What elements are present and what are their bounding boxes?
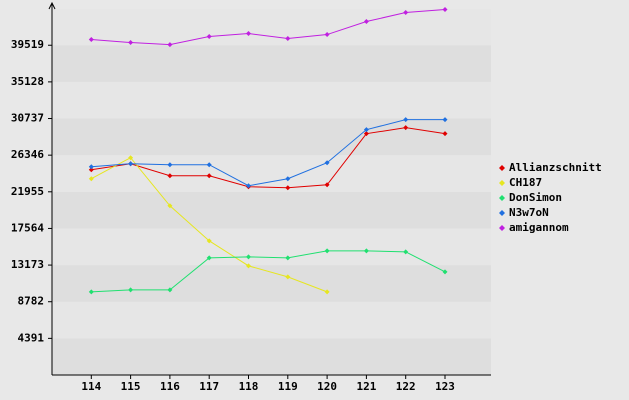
band [52,155,491,192]
x-tick-label: 122 [396,380,416,393]
point [285,36,291,42]
point [324,32,330,38]
series-line [91,9,446,46]
point [285,274,291,280]
x-tick-label: 114 [81,380,101,393]
y-arrow [48,1,56,10]
point [403,117,409,123]
point [167,203,173,209]
point [285,176,291,182]
series-line [91,119,445,187]
legend-marker [499,195,505,201]
point [363,248,369,254]
legend-marker [499,165,505,171]
point [88,37,94,43]
x-tick-label: 117 [199,380,219,393]
point [167,173,173,179]
legend-marker [499,225,505,231]
point [246,31,251,37]
legend-label: Allianzschnitt [509,161,602,174]
y-tick-label: 4391 [18,331,45,344]
x-tick-label: 120 [317,380,337,393]
point [206,255,212,261]
band [52,45,491,82]
point [363,127,369,133]
point [167,42,173,48]
point [442,131,448,137]
point [167,162,173,168]
legend-label: CH187 [509,176,542,189]
band [52,301,491,339]
x-tick-label: 121 [356,380,376,393]
y-tick-label: 39519 [11,38,44,51]
x-tick-label: 123 [435,380,455,393]
point [403,10,409,16]
point [88,164,94,170]
point [324,248,330,254]
legend-label: DonSimon [509,191,562,204]
y-tick-label: 26346 [11,148,44,161]
point [246,263,251,269]
band [52,228,491,266]
legend-marker [499,180,505,186]
x-tick-label: 119 [278,380,298,393]
y-tick-label: 13173 [11,258,44,271]
point [128,161,134,167]
point [363,131,369,137]
point [206,34,212,40]
point [246,254,251,260]
point [128,155,134,161]
y-tick-label: 30737 [11,112,44,125]
band [52,8,491,46]
point [285,185,291,191]
point [246,183,251,189]
point [324,160,330,166]
point [88,167,94,173]
x-tick-label: 116 [160,380,180,393]
point [363,19,369,25]
band [52,338,491,375]
point [206,173,212,179]
y-tick-label: 21955 [11,185,44,198]
band [52,118,491,156]
y-tick-label: 35128 [11,75,44,88]
point [324,182,330,188]
point [324,289,330,295]
band [52,191,491,229]
series-line [91,250,446,293]
series-line [91,127,446,189]
band [52,81,491,119]
point [206,162,212,168]
point [442,117,448,123]
x-tick-label: 118 [239,380,259,393]
y-tick-label: 8782 [18,295,45,308]
point [88,176,94,182]
band [52,265,491,302]
point [403,249,409,255]
point [403,125,409,131]
point [442,269,448,275]
x-tick-label: 115 [121,380,141,393]
y-tick-label: 17564 [11,221,44,234]
point [128,287,134,293]
legend-label: N3w7oN [509,206,549,219]
legend-label: amigannom [509,221,569,234]
point [88,289,94,295]
point [128,40,134,46]
legend-marker [499,210,505,216]
point [167,287,173,293]
point [285,255,291,261]
point [442,7,448,13]
point [206,238,212,244]
